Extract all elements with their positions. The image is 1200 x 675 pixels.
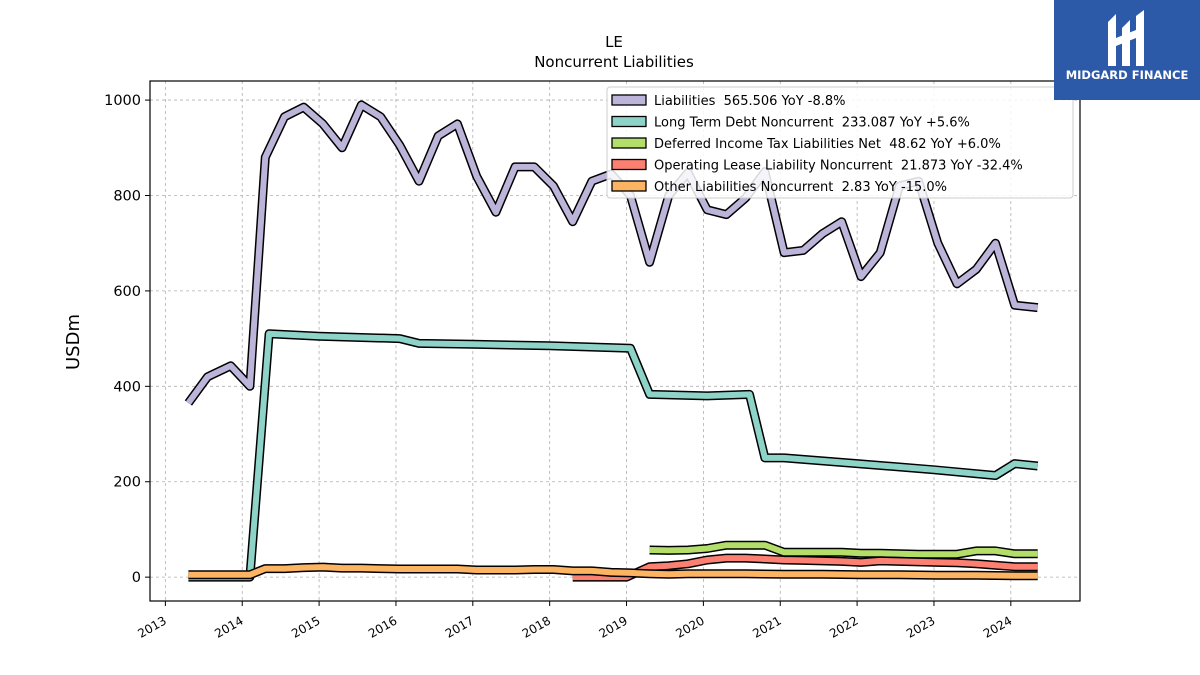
y-tick-label: 1000 [104, 93, 141, 109]
x-tick-label: 2021 [750, 613, 783, 640]
x-tick-label: 2014 [212, 613, 245, 640]
plot-area-frame [149, 80, 1081, 602]
x-tick-label: 2020 [673, 613, 706, 640]
legend-entry: Other Liabilities Noncurrent 2.83 YoY -1… [654, 180, 947, 195]
legend-swatch [611, 115, 647, 128]
legend-swatch [611, 94, 647, 106]
series-line-operating-lease-liability-noncurrent [572, 555, 1038, 581]
x-tick-label: 2015 [289, 613, 322, 640]
series-line-other-liabilities-noncurrent [188, 564, 1038, 579]
y-tick-label: 0 [132, 570, 141, 586]
y-axis-label: USDm [63, 314, 84, 370]
series-outline-long-term-debt-noncurrent [188, 329, 1039, 582]
legend-entry: Operating Lease Liability Noncurrent 21.… [654, 159, 1023, 174]
x-tick-label: 2023 [904, 613, 937, 640]
x-tick-label: 2017 [443, 613, 476, 640]
chart-subtitle: Noncurrent Liabilities [534, 53, 694, 71]
legend-entry: Deferred Income Tax Liabilities Net 48.6… [654, 137, 1001, 152]
x-tick-label: 2024 [981, 613, 1014, 640]
brand-name: MIDGARD FINANCE [1065, 68, 1189, 82]
y-tick-label: 200 [113, 475, 141, 491]
legend-entry: Long Term Debt Noncurrent 233.087 YoY +5… [654, 116, 970, 131]
midgard-logo-icon [1108, 10, 1144, 66]
x-tick-label: 2022 [827, 613, 860, 640]
brand-logo: MIDGARD FINANCE [1054, 0, 1200, 100]
y-tick-label: 800 [113, 188, 141, 204]
legend-swatch [611, 158, 647, 171]
y-tick-label: 400 [113, 379, 141, 395]
x-tick-label: 2016 [366, 613, 399, 640]
legend: Liabilities 565.506 YoY -8.8% Long Term D… [606, 86, 1074, 199]
legend-swatch [611, 180, 647, 192]
legend-entry: Liabilities 565.506 YoY -8.8% [654, 94, 846, 109]
legend-box [606, 86, 1074, 199]
series-line-deferred-income-tax-liabilities-net [649, 542, 1038, 558]
x-tick-label: 2018 [520, 613, 553, 640]
x-tick-label: 2013 [135, 613, 168, 640]
series-line-long-term-debt-noncurrent [188, 330, 1039, 581]
x-tick-label: 2019 [597, 613, 630, 640]
legend-swatch [611, 137, 647, 149]
chart-title: LE [605, 33, 623, 51]
y-tick-label: 600 [113, 284, 141, 300]
